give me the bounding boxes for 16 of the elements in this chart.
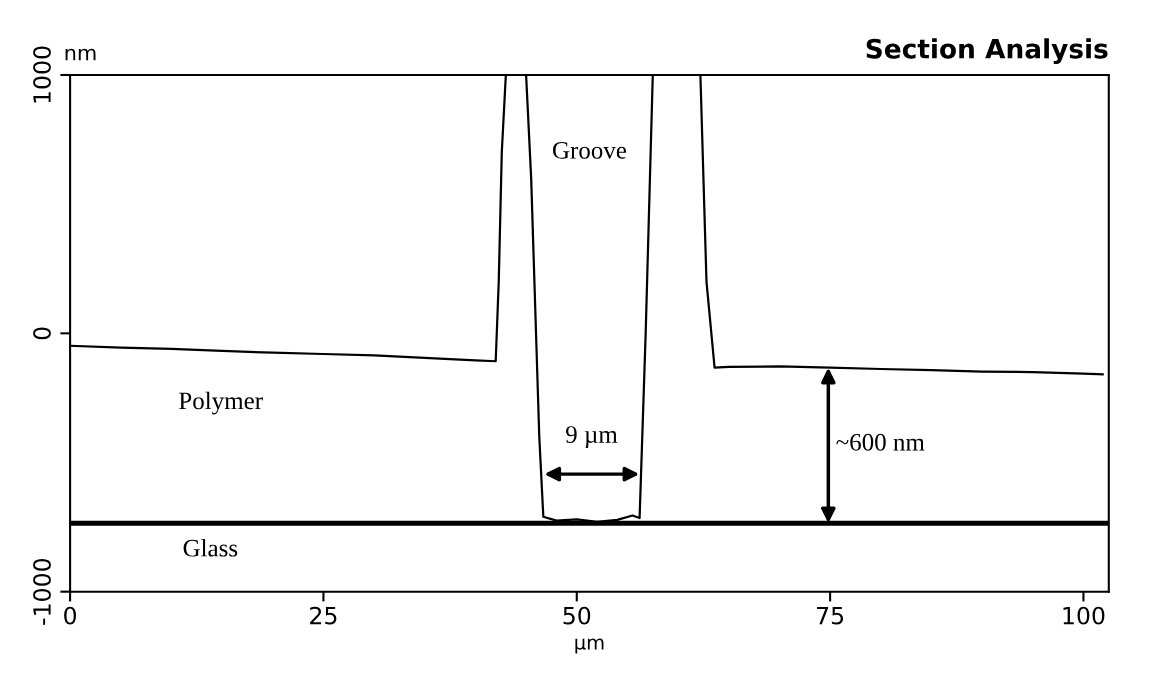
annotation: Glass: [183, 539, 238, 557]
x-tick-label: 100: [1063, 606, 1105, 625]
annotation: 9 µm: [566, 426, 618, 449]
x-axis-title: µm: [575, 638, 604, 654]
annotation: ~600 nm: [836, 433, 925, 451]
y-tick-label: 0: [33, 327, 51, 340]
x-tick-label: 50: [563, 606, 591, 625]
x-tick-label: 75: [817, 606, 844, 625]
x-tick-label: 25: [310, 606, 337, 625]
x-tick-label: 0: [64, 606, 77, 625]
y-tick-label: 1000: [33, 46, 51, 103]
y-axis-title: nm: [65, 48, 96, 61]
annotation: Polymer: [179, 391, 263, 415]
annotation: Groove: [552, 141, 627, 159]
y-tick-label: -1000: [33, 558, 51, 625]
chart-title: Section Analysis: [866, 38, 1108, 65]
